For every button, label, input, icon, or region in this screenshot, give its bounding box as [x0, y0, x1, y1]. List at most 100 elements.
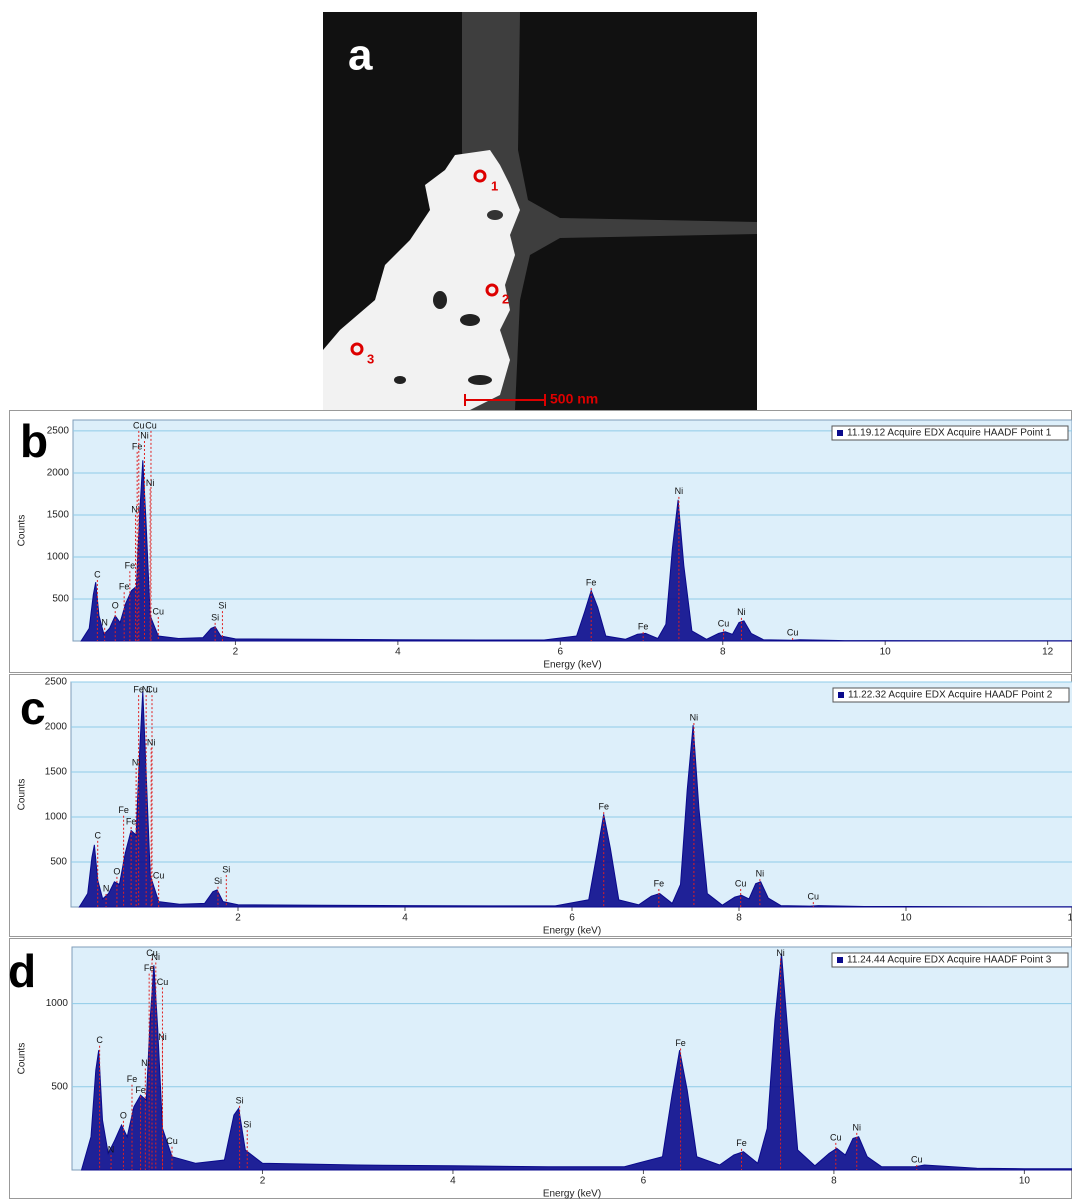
panel-letter: d: [8, 945, 36, 997]
pore: [460, 314, 480, 326]
peak-label: Ni: [140, 430, 149, 440]
peak-label: Fe: [654, 878, 665, 888]
peak-label: Fe: [132, 441, 143, 451]
y-tick-label: 500: [50, 857, 67, 868]
x-axis-label: Energy (keV): [543, 1189, 601, 1199]
y-tick-label: 1000: [46, 998, 69, 1009]
peak-label: Fe: [135, 1085, 146, 1095]
panel-letter: c: [20, 682, 46, 734]
peak-label: N: [103, 883, 110, 893]
y-tick-label: 500: [52, 594, 69, 605]
pore: [487, 210, 503, 220]
panel-a: 1 2 3 500 nm a: [323, 12, 757, 410]
legend-label: 11.22.32 Acquire EDX Acquire HAADF Point…: [848, 690, 1053, 701]
x-tick-label: 8: [736, 913, 742, 924]
panel-letter: a: [348, 31, 373, 80]
x-tick-label: 10: [880, 647, 892, 658]
peak-label: Si: [214, 876, 222, 886]
y-axis-label: Counts: [17, 515, 28, 547]
scale-bar-label: 500 nm: [550, 391, 598, 407]
peak-label: Cu: [808, 891, 820, 901]
peak-label: Cu: [830, 1132, 842, 1142]
peak-label: Fe: [144, 963, 155, 973]
pore: [433, 291, 447, 309]
peak-label: Ni: [146, 478, 155, 488]
peak-label: Ni: [776, 948, 785, 958]
peak-label: Cu: [166, 1136, 178, 1146]
x-tick-label: 4: [402, 913, 408, 924]
legend-swatch: [838, 692, 844, 698]
peak-label: O: [120, 1110, 127, 1120]
peak-label: Cu: [146, 684, 158, 694]
peak-label: Ni: [756, 869, 765, 879]
y-tick-label: 1000: [47, 552, 70, 563]
peak-label: Fe: [126, 816, 137, 826]
peak-label: Fe: [118, 805, 129, 815]
peak-label: Ni: [853, 1122, 862, 1132]
x-tick-label: 10: [900, 913, 912, 924]
y-tick-label: 1500: [45, 767, 68, 778]
spectrum-panel: 500100015002000250024681012CNOFeFeNiFeNi…: [10, 411, 1072, 673]
peak-label: Ni: [737, 607, 746, 617]
peak-label: Cu: [133, 420, 145, 430]
x-axis-label: Energy (keV): [543, 926, 601, 937]
peak-label: Cu: [153, 606, 165, 616]
legend-label: 11.19.12 Acquire EDX Acquire HAADF Point…: [847, 428, 1052, 439]
legend-swatch: [837, 430, 843, 436]
y-tick-label: 2500: [47, 426, 70, 437]
peak-label: Si: [218, 601, 226, 611]
y-tick-label: 1500: [47, 510, 70, 521]
peak-label: Fe: [675, 1038, 686, 1048]
y-tick-label: 500: [51, 1081, 68, 1092]
peak-label: Ni: [675, 486, 684, 496]
peak-label: Fe: [736, 1138, 747, 1148]
legend-label: 11.24.44 Acquire EDX Acquire HAADF Point…: [847, 955, 1052, 966]
x-tick-label: 6: [558, 647, 564, 658]
x-axis-label: Energy (keV): [543, 660, 601, 671]
legend-swatch: [837, 957, 843, 963]
point-label: 1: [491, 178, 498, 193]
y-axis-label: Counts: [17, 1043, 28, 1075]
peak-label: O: [112, 601, 119, 611]
y-tick-label: 2000: [45, 722, 68, 733]
peak-label: Fe: [125, 561, 136, 571]
y-axis-label: Counts: [17, 779, 28, 811]
x-tick-label: 6: [569, 913, 575, 924]
peak-label: C: [94, 830, 101, 840]
peak-label: Ni: [132, 757, 141, 767]
peak-label: Cu: [735, 878, 747, 888]
peak-label: Fe: [638, 622, 649, 632]
peak-label: Cu: [153, 870, 165, 880]
peak-label: Ni: [158, 1032, 167, 1042]
y-tick-label: 1000: [45, 812, 68, 823]
panel-letter: b: [20, 415, 48, 467]
peak-label: Si: [236, 1095, 244, 1105]
peak-label: Ni: [147, 738, 156, 748]
peak-label: Fe: [119, 582, 130, 592]
peak-label: Cu: [911, 1154, 923, 1164]
plot-area: [72, 947, 1072, 1170]
spectrum-panel: 500100015002000250024681012CNOFeFeNiFeNi…: [10, 675, 1072, 937]
peak-label: N: [108, 1144, 115, 1154]
x-tick-label: 2: [235, 913, 241, 924]
peak-label: Cu: [145, 420, 157, 430]
x-tick-label: 4: [450, 1176, 456, 1187]
peak-label: Fe: [127, 1074, 138, 1084]
x-tick-label: 12: [1067, 913, 1072, 924]
figure: 1 2 3 500 nm a 5001000150020002500246810…: [0, 0, 1072, 1199]
peak-label: Si: [211, 612, 219, 622]
peak-label: Cu: [157, 977, 169, 987]
peak-label: C: [94, 569, 101, 579]
peak-label: Ni: [690, 712, 699, 722]
x-tick-label: 8: [720, 647, 726, 658]
point-label: 3: [367, 351, 374, 366]
peak-label: Fe: [598, 801, 609, 811]
plot-area: [71, 682, 1072, 907]
peak-label: O: [113, 866, 120, 876]
peak-label: Ni: [141, 1058, 150, 1068]
x-tick-label: 12: [1042, 647, 1054, 658]
peak-label: Si: [243, 1119, 251, 1129]
pore: [394, 376, 406, 384]
x-tick-label: 4: [395, 647, 401, 658]
x-tick-label: 6: [641, 1176, 647, 1187]
